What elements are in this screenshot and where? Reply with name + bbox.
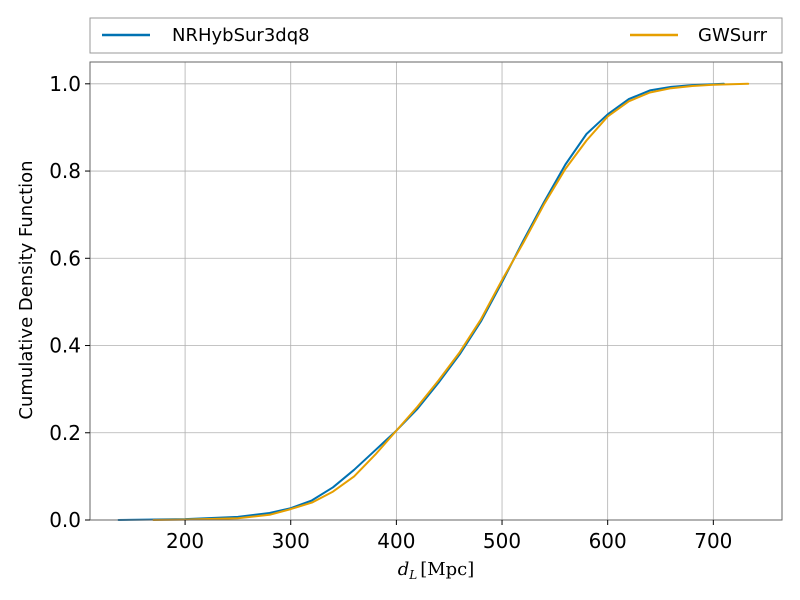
y-axis-title: Cumulative Density Function [16, 160, 37, 419]
x-tick-label: 700 [694, 529, 732, 553]
x-axis-title-main: d [398, 559, 410, 580]
x-axis-title-sub: L [408, 568, 417, 582]
y-tick-labels: 0.0 0.2 0.4 0.6 0.8 1.0 [49, 72, 81, 532]
legend: NRHybSur3dq8 GWSurr [89, 17, 783, 54]
x-axis-title: dL [Mpc] [398, 559, 475, 582]
x-tick-label: 300 [272, 529, 310, 553]
y-tick-label: 0.4 [49, 334, 81, 358]
grid [90, 62, 782, 521]
legend-label-nrhybsur3dq8: NRHybSur3dq8 [172, 25, 310, 46]
legend-label-gwsurr: GWSurr [698, 25, 768, 46]
y-tick-label: 0.0 [49, 508, 81, 532]
x-tick-label: 500 [483, 529, 521, 553]
x-tick-labels: 200 300 400 500 600 700 [166, 529, 732, 553]
x-axis-title-unit: [Mpc] [420, 559, 474, 580]
ticks [85, 83, 714, 525]
series-line-nrhybsur3dq8 [117, 82, 725, 521]
plot-frame [89, 61, 783, 521]
series-line-gwsurr [152, 82, 750, 521]
x-tick-label: 400 [377, 529, 415, 553]
x-tick-label: 200 [166, 529, 204, 553]
y-tick-label: 0.2 [49, 421, 81, 445]
y-tick-label: 0.8 [49, 159, 81, 183]
y-tick-label: 1.0 [49, 72, 81, 96]
x-tick-label: 600 [589, 529, 627, 553]
series-layer [117, 82, 750, 521]
y-tick-label: 0.6 [49, 246, 81, 270]
